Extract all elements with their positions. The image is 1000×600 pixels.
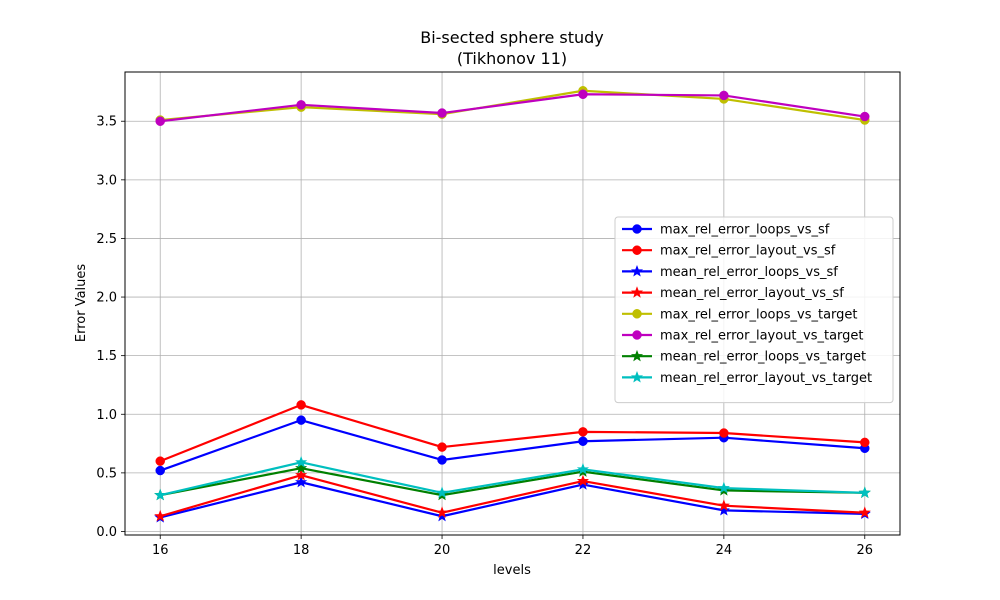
data-point (576, 463, 590, 475)
legend-item: max_rel_error_loops_vs_target (622, 307, 858, 322)
y-tick-label: 0.5 (96, 466, 117, 481)
data-point (437, 108, 447, 118)
data-point (154, 488, 167, 501)
x-axis-label: levels (493, 563, 531, 578)
data-point (295, 475, 308, 488)
y-tick-label: 2.5 (96, 232, 117, 247)
series-line (159, 419, 865, 472)
series-line (160, 467, 865, 497)
y-tick-label: 3.5 (96, 115, 117, 130)
legend-label: max_rel_error_loops_vs_target (660, 307, 858, 322)
data-point (435, 509, 449, 522)
legend-label: max_rel_error_loops_vs_sf (660, 223, 830, 238)
series-max_rel_error_layout_vs_target (155, 89, 870, 126)
data-point (578, 436, 588, 446)
data-point (155, 116, 165, 126)
series-mean_rel_error_layout_vs_target (154, 455, 871, 501)
data-point (858, 506, 871, 518)
x-tick-label: 16 (152, 543, 169, 558)
data-point (296, 400, 306, 410)
x-axis-ticks: 16 18 20 22 24 26 (152, 535, 873, 558)
data-point (295, 468, 308, 481)
legend-item: mean_rel_error_layout_vs_target (622, 371, 872, 386)
data-point (717, 499, 730, 511)
data-point (717, 504, 730, 516)
legend-label: mean_rel_error_layout_vs_target (660, 371, 872, 386)
legend-item: max_rel_error_loops_vs_sf (622, 223, 830, 238)
x-tick-label: 22 (575, 543, 592, 558)
legend-item: mean_rel_error_loops_vs_sf (622, 265, 838, 280)
data-point (295, 461, 308, 474)
data-point (719, 428, 729, 438)
data-point (437, 455, 447, 465)
data-point (435, 506, 449, 518)
x-tick-label: 26 (856, 543, 873, 558)
legend-label: mean_rel_error_layout_vs_sf (660, 286, 844, 301)
data-point (155, 456, 165, 466)
series-max_rel_error_layout_vs_sf (155, 400, 870, 466)
legend-swatch-marker (630, 265, 644, 277)
legend-swatch-marker (632, 309, 642, 319)
plot-area-frame (124, 71, 901, 536)
series-layer (154, 86, 871, 523)
data-point (435, 486, 449, 498)
y-tick-label: 0.0 (96, 525, 117, 540)
series-line (159, 481, 865, 519)
data-point (155, 465, 165, 476)
legend-swatch-marker (630, 371, 644, 383)
legend-box (614, 216, 894, 404)
data-point (858, 486, 871, 498)
series-line (159, 403, 865, 463)
data-point (860, 437, 870, 448)
data-point (296, 100, 306, 110)
y-tick-label: 2.0 (96, 291, 117, 306)
legend-label: mean_rel_error_loops_vs_sf (660, 265, 838, 280)
data-point (437, 442, 447, 452)
legend: max_rel_error_loops_vs_sf max_rel_error_l… (614, 216, 894, 404)
chart-subtitle: (Tikhonov 11) (457, 49, 567, 68)
data-point (860, 111, 870, 122)
data-point (719, 90, 729, 101)
legend-item: mean_rel_error_layout_vs_sf (622, 286, 844, 301)
x-tick-label: 20 (434, 543, 451, 558)
y-tick-label: 1.0 (96, 408, 117, 423)
legend-item: mean_rel_error_loops_vs_target (622, 350, 866, 365)
data-point (576, 474, 590, 487)
legend-label: max_rel_error_layout_vs_sf (660, 244, 836, 259)
legend-label: max_rel_error_layout_vs_target (660, 329, 864, 344)
data-point (578, 427, 588, 437)
y-tick-label: 1.5 (96, 349, 117, 364)
y-axis-ticks: 0.0 0.5 1.0 1.5 2.0 2.5 3.0 3.5 (96, 115, 125, 540)
series-line (160, 93, 865, 123)
y-tick-label: 3.0 (96, 173, 117, 188)
series-line (160, 89, 865, 122)
x-tick-label: 24 (716, 543, 733, 558)
series-line (159, 474, 865, 518)
series-line (159, 461, 865, 497)
data-point (295, 455, 308, 468)
data-point (296, 415, 306, 425)
legend-label: mean_rel_error_loops_vs_target (660, 350, 866, 365)
x-tick-label: 18 (293, 543, 310, 558)
legend-swatch-marker (632, 330, 642, 340)
data-point (717, 481, 730, 494)
y-axis-label: Error Values (74, 264, 89, 343)
legend-swatch-marker (630, 349, 644, 362)
legend-swatch-marker (632, 224, 642, 234)
data-point (154, 509, 167, 522)
chart-title: Bi-sected sphere study (420, 28, 604, 47)
data-point (578, 89, 588, 100)
series-mean_rel_error_layout_vs_sf (154, 468, 871, 522)
legend-swatch-marker (630, 286, 644, 298)
legend-item: max_rel_error_layout_vs_target (622, 329, 864, 344)
legend-swatch-marker (632, 245, 642, 255)
legend-item: max_rel_error_layout_vs_sf (622, 244, 836, 259)
